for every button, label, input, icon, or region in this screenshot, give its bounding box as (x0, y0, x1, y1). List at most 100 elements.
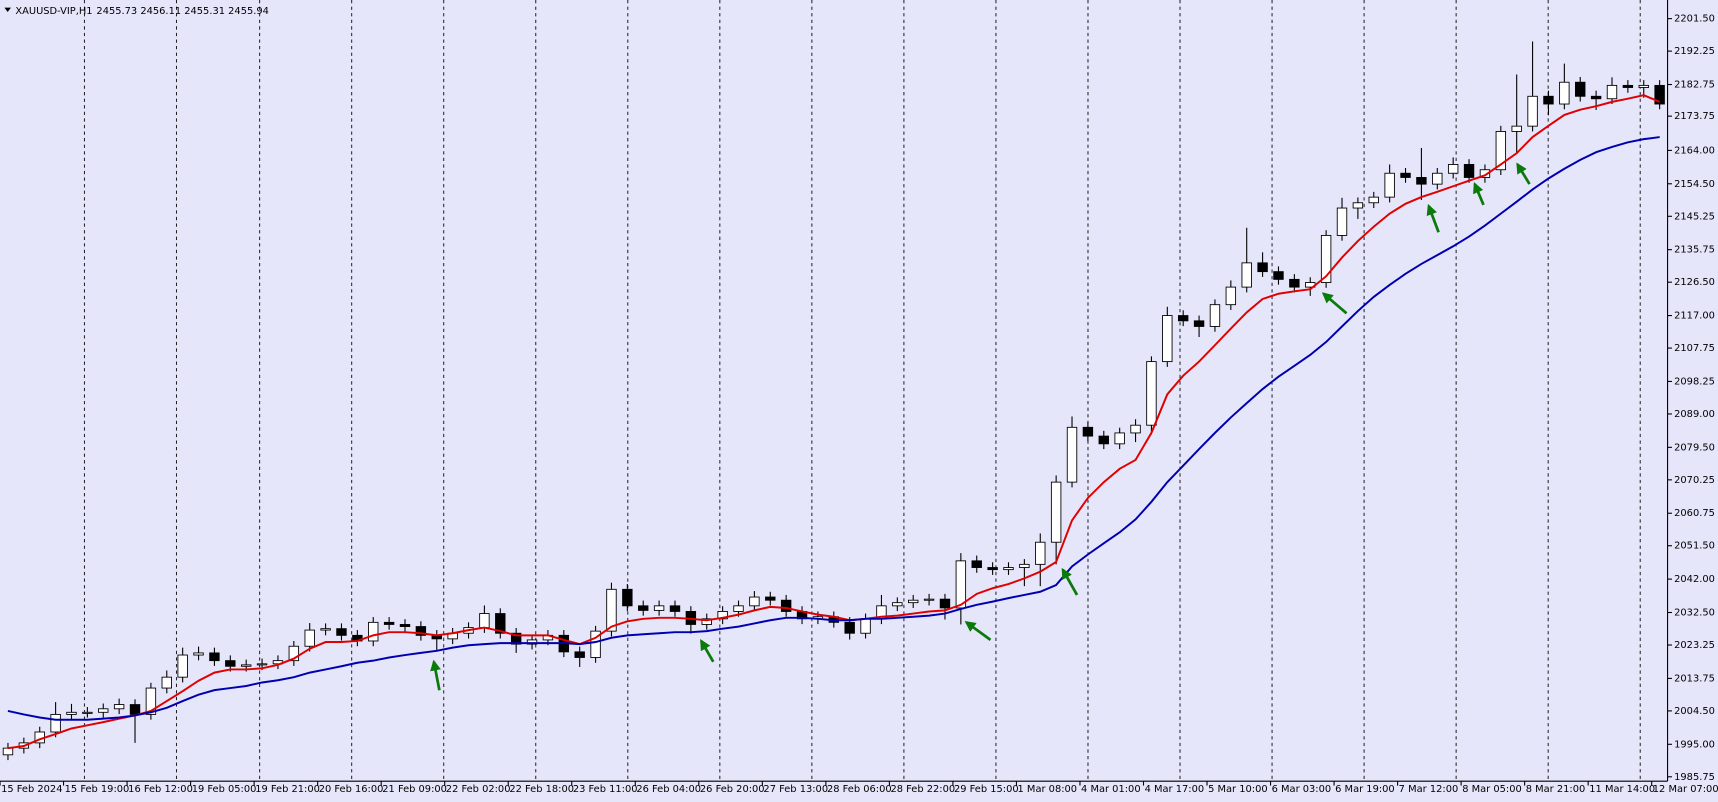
candle-body (177, 654, 188, 678)
y-tick-label: 2089.00 (1674, 409, 1715, 420)
y-tick-label: 2182.75 (1674, 80, 1715, 91)
candle-body (1209, 304, 1221, 327)
candle-body (1416, 177, 1427, 185)
candle-body (113, 704, 125, 710)
x-tick-label: 20 Feb 16:00 (319, 784, 384, 795)
arrow (700, 639, 715, 663)
candle-body (1257, 262, 1268, 273)
x-tick-label: 16 Feb 12:00 (128, 784, 193, 795)
x-tick-label: 7 Mar 12:00 (1399, 784, 1459, 795)
candle-body (590, 630, 601, 658)
y-tick-label: 2079.50 (1674, 442, 1715, 453)
x-tick-label: 1 Mar 08:00 (1018, 784, 1078, 795)
candle-body (415, 626, 427, 636)
candle-body (1114, 432, 1125, 445)
x-tick-label: 28 Feb 06:00 (827, 784, 892, 795)
y-tick-label: 2004.50 (1674, 706, 1715, 717)
y-tick-label: 2013.75 (1674, 673, 1715, 684)
symbol-label: XAUUSD-VIP,H1 (15, 6, 92, 17)
x-tick-label: 29 Feb 15:00 (954, 784, 1019, 795)
candle-body (717, 611, 728, 620)
candle-body (510, 632, 522, 645)
candle-body (288, 645, 300, 662)
candle-body (225, 660, 236, 667)
candle-body (1066, 426, 1078, 483)
candle-body (1479, 169, 1491, 178)
candle-body (622, 588, 633, 607)
candle-body (955, 560, 967, 609)
x-tick-label: 11 Mar 14:00 (1589, 784, 1655, 795)
candle-body (383, 621, 395, 625)
candle-body (479, 613, 490, 629)
candle-body (1511, 125, 1522, 132)
candle-body (256, 663, 268, 666)
moving-average-line (7, 136, 1660, 721)
candle-body (1432, 172, 1443, 185)
candle-body (765, 596, 776, 601)
candle-body (669, 605, 681, 612)
candle-body (2, 747, 14, 756)
candle-body (304, 629, 315, 647)
y-tick-label: 2164.00 (1674, 145, 1715, 156)
arrow (1473, 182, 1485, 206)
y-tick-label: 2098.25 (1674, 376, 1715, 387)
arrow (1321, 292, 1348, 315)
candle-body (320, 628, 331, 631)
candle-body (1241, 262, 1252, 288)
candle-body (638, 605, 649, 611)
candle-body (892, 602, 903, 607)
candle-body (733, 605, 744, 612)
x-tick-label: 26 Feb 20:00 (700, 784, 765, 795)
candle-body (1384, 172, 1395, 198)
candle-body (1543, 95, 1554, 105)
x-tick-label: 21 Feb 09:00 (382, 784, 447, 795)
x-tick-label: 6 Mar 19:00 (1335, 784, 1395, 795)
candle-body (1606, 84, 1618, 100)
x-tick-label: 19 Feb 05:00 (192, 784, 257, 795)
y-tick-label: 2032.50 (1674, 608, 1715, 619)
candle-body (1082, 426, 1094, 437)
day-separators (83, 0, 1641, 782)
candle-body (1495, 130, 1507, 171)
y-tick-label: 2042.00 (1674, 574, 1715, 585)
candle-body (1527, 95, 1538, 127)
candle-body (844, 621, 855, 634)
candle-body (1098, 435, 1109, 445)
candle-body (495, 613, 506, 634)
arrow (1426, 203, 1440, 233)
candle-body (240, 664, 252, 667)
candle-body (1225, 286, 1237, 306)
moving-average-line (7, 94, 1661, 750)
candle-body (908, 599, 919, 604)
candle-body (749, 596, 760, 607)
candle-body (860, 618, 871, 634)
y-tick-label: 2201.50 (1674, 14, 1715, 25)
candle-body (399, 624, 411, 628)
candle-body (129, 704, 141, 715)
y-tick-label: 2192.25 (1674, 46, 1715, 57)
candle-body (1336, 207, 1348, 236)
x-tick-label: 15 Feb 19:00 (65, 784, 130, 795)
candle-body (1590, 95, 1602, 100)
candle-body (1019, 563, 1030, 568)
x-tick-label: 4 Mar 17:00 (1145, 784, 1205, 795)
candle-body (1003, 567, 1014, 571)
candle-body (1559, 81, 1570, 105)
x-tick-label: 8 Mar 05:00 (1462, 784, 1522, 795)
candle-body (1289, 278, 1300, 288)
y-tick-label: 2070.25 (1674, 475, 1715, 486)
x-tick-label: 12 Mar 07:00 (1653, 784, 1718, 795)
y-tick-label: 1985.75 (1674, 772, 1715, 783)
candle-body (66, 711, 77, 715)
candle-body (1320, 235, 1332, 283)
candle-body (1622, 84, 1634, 88)
y-tick-label: 2145.25 (1674, 211, 1715, 222)
x-tick-label: 15 Feb 2024 (1, 784, 62, 795)
x-tick-label: 22 Feb 02:00 (446, 784, 511, 795)
y-tick-label: 2173.75 (1674, 111, 1715, 122)
candle-body (1654, 84, 1665, 105)
candle-body (1638, 84, 1649, 88)
candle-body (1193, 320, 1205, 327)
